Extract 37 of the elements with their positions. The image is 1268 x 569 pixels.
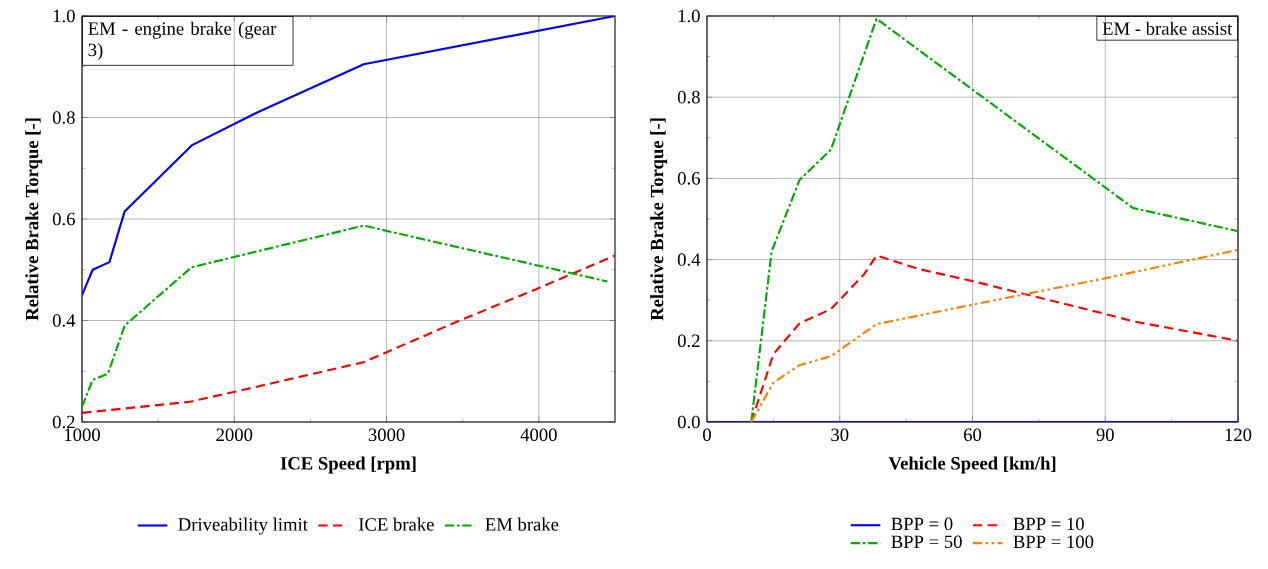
line-series [750,17,1239,422]
annotation: EM - engine brake (gear 3) [88,21,277,60]
x-tick-label: 30 [831,428,849,442]
y-tick-label: 0.0 [677,415,700,429]
y-tick-label: 0.4 [52,314,76,327]
y-tick-label: 0.2 [52,415,75,429]
x-tick-label: 60 [963,428,982,442]
x-axis-title: ICE Speed [rpm] [280,456,416,474]
y-tick-label: 0.8 [677,90,700,104]
line-series [82,254,615,414]
y-tick-label: 0.8 [52,111,75,124]
x-tick-label: 2000 [216,428,253,442]
y-tick-label: 1.0 [678,9,700,23]
x-tick-label: 0 [703,428,711,442]
x-tick-label: 1000 [64,428,100,442]
y-tick-label: 0.6 [52,212,75,226]
legend-label: Driveability limit [178,517,308,535]
x-axis-title: Vehicle Speed [km/h] [888,456,1056,474]
y-tick-label: 0.2 [677,334,700,348]
legend-label: BPP = 0 [891,517,953,531]
legend-label: BPP = 50 [891,535,962,549]
x-tick-label: 120 [1225,428,1252,442]
legend-label: ICE brake [358,517,434,531]
y-tick-label: 0.4 [677,253,701,266]
line-series [82,16,615,297]
x-tick-label: 90 [1096,428,1114,442]
x-tick-label: 4000 [520,428,557,442]
legend-label: BPP = 10 [1013,517,1084,531]
line-series [82,224,609,408]
y-axis-title: Relative Brake Torque [-] [650,118,668,321]
y-tick-label: 1.0 [53,9,75,23]
annotation: EM - brake assist [1102,21,1233,35]
x-tick-label: 3000 [368,428,405,442]
legend-label: BPP = 100 [1013,535,1094,549]
y-tick-label: 0.6 [677,172,700,185]
legend-label: EM brake [485,517,559,531]
y-axis-title: Relative Brake Torque [-] [25,118,43,321]
